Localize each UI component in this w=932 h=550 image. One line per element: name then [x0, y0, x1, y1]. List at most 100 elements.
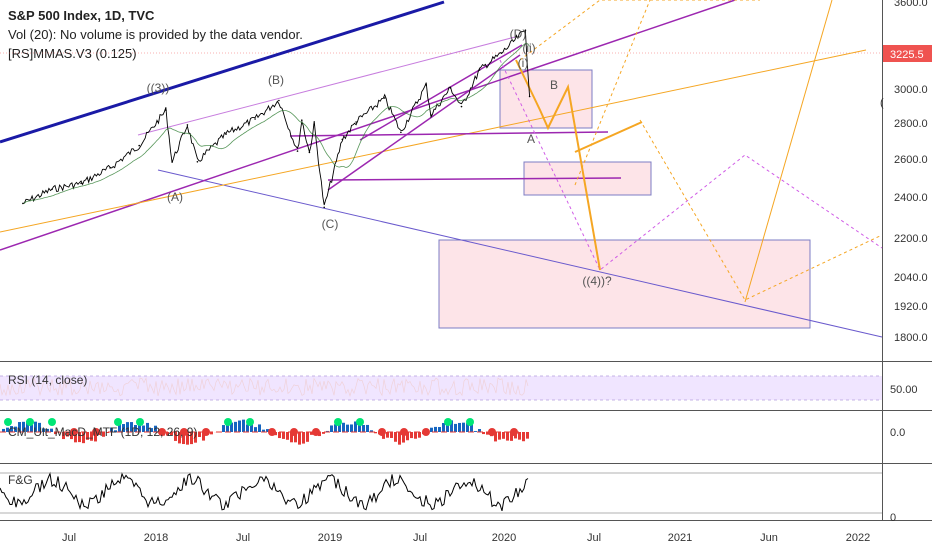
wave-label-3: (C)	[322, 217, 339, 231]
fg-tick: 0	[890, 512, 896, 524]
macd-bar	[90, 432, 93, 441]
macd-bar	[438, 427, 441, 432]
wedge-upper-line	[359, 44, 523, 141]
macd-bar	[234, 421, 237, 432]
macd-bar	[318, 432, 321, 437]
rising-channel-outer	[0, 0, 736, 251]
price-point-13	[301, 119, 303, 121]
macd-bar	[306, 432, 309, 442]
macd-bar	[134, 424, 137, 432]
macd-bar	[230, 422, 233, 432]
macd-signal-dot	[224, 418, 232, 426]
macd-bar	[6, 427, 9, 432]
macd-bar	[342, 422, 345, 432]
macd-label: CM_Ult_MacD_MTF (1D, 12, 26, 9)	[8, 425, 197, 439]
wave-label-8: B	[550, 78, 558, 92]
macd-bar	[442, 422, 445, 432]
macd-bar	[286, 432, 289, 440]
macd-bar	[390, 432, 393, 438]
fg-series	[0, 471, 529, 512]
macd-bar	[510, 432, 513, 441]
macd-bar	[66, 432, 69, 437]
macd-bar	[434, 426, 437, 432]
macd-bar	[326, 430, 329, 432]
macd-bar	[194, 432, 197, 443]
macd-bar	[110, 427, 113, 432]
indicator-layer	[0, 376, 529, 512]
macd-signal-dot	[246, 418, 254, 426]
macd-bar	[386, 432, 389, 438]
wave-projection-segment	[574, 121, 643, 153]
macd-bar	[354, 421, 357, 432]
macd-bar	[266, 429, 269, 432]
macd-bar	[94, 432, 97, 442]
macd-bar	[366, 424, 369, 432]
wave-label-0: ((3))	[147, 81, 170, 95]
macd-bar	[50, 428, 53, 432]
macd-bar	[202, 432, 205, 441]
time-tick-6: Jul	[587, 532, 601, 544]
macd-bar	[302, 432, 305, 444]
macd-bar	[182, 432, 185, 445]
macd-bar	[238, 420, 241, 432]
macd-bar	[198, 432, 201, 437]
price-point-9	[225, 133, 227, 135]
price-point-16	[323, 206, 326, 209]
wave-label-9: ((4))?	[582, 274, 612, 288]
macd-signal-dot	[466, 418, 474, 426]
macd-bar	[30, 424, 33, 432]
macd-bar	[310, 432, 313, 435]
horizontal-support-1	[289, 131, 609, 137]
macd-bar	[290, 432, 293, 443]
price-tick-5: 2200.0	[894, 233, 928, 245]
rising-channel-thin	[0, 49, 867, 233]
macd-bar	[250, 423, 253, 432]
macd-bar	[410, 432, 413, 439]
price-point-14	[308, 151, 311, 154]
projection-dashed-orange	[519, 0, 760, 61]
wave-label-1: (B)	[268, 73, 284, 87]
macd-bar	[146, 422, 149, 432]
macd-tick: 0.0	[890, 427, 905, 439]
price-tick-2: 2800.0	[894, 118, 928, 130]
time-tick-2: Jul	[236, 532, 250, 544]
price-point-17	[341, 138, 344, 141]
fg-label: F&G	[8, 473, 33, 487]
moving-average-series	[22, 43, 530, 204]
wave-label-4: (D)	[510, 27, 527, 41]
macd-bar	[498, 432, 501, 440]
macd-bar	[258, 424, 261, 432]
price-point-18	[355, 121, 357, 123]
macd-bar	[62, 432, 65, 440]
time-tick-8: Jun	[760, 532, 778, 544]
macd-bar	[114, 430, 117, 432]
price-point-27	[524, 29, 527, 32]
price-point-6	[171, 161, 173, 163]
macd-bar	[394, 432, 397, 442]
price-point-11	[278, 99, 280, 102]
macd-bar	[322, 432, 325, 434]
macd-bar	[486, 432, 489, 435]
macd-bar	[254, 427, 257, 432]
macd-bar	[54, 432, 57, 435]
macd-bar	[526, 432, 529, 439]
macd-bar	[118, 424, 121, 432]
macd-bar	[154, 425, 157, 432]
macd-bar	[190, 432, 193, 445]
macd-bar	[242, 419, 245, 432]
macd-signal-dot	[26, 418, 34, 426]
macd-bar	[454, 423, 457, 432]
time-tick-9: 2022	[846, 532, 870, 544]
wave-label-2: (A)	[167, 190, 183, 204]
macd-bar	[2, 428, 5, 432]
macd-bar	[330, 425, 333, 432]
time-tick-3: 2019	[318, 532, 342, 544]
macd-signal-dot	[136, 418, 144, 426]
macd-bar	[446, 423, 449, 432]
macd-bar	[178, 432, 181, 444]
macd-bar	[478, 429, 481, 432]
macd-bar	[170, 432, 173, 436]
macd-bar	[470, 424, 473, 432]
macd-bar	[150, 428, 153, 432]
